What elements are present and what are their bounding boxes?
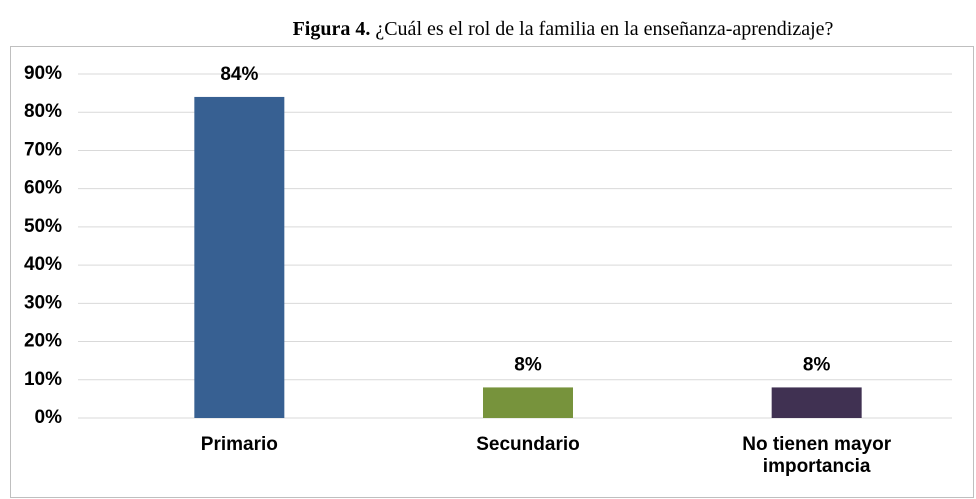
data-label: 8%	[514, 354, 542, 375]
y-tick-label: 80%	[24, 101, 62, 122]
y-tick-label: 50%	[24, 216, 62, 237]
x-tick-label: No tienen mayor importancia	[742, 434, 892, 477]
y-tick-label: 30%	[24, 292, 62, 313]
bar	[483, 387, 573, 418]
bar	[771, 387, 862, 418]
y-tick-label: 90%	[24, 63, 62, 84]
y-tick-label: 0%	[35, 407, 63, 428]
data-label: 84%	[220, 64, 258, 85]
title-text: ¿Cuál es el rol de la familia en la ense…	[375, 18, 834, 40]
data-label: 8%	[803, 354, 831, 375]
y-tick-label: 70%	[24, 139, 62, 160]
chart-frame	[10, 46, 974, 498]
x-tick-label: Primario	[200, 434, 278, 455]
y-tick-label: 40%	[24, 254, 62, 275]
y-tick-label: 10%	[24, 369, 62, 390]
y-tick-label: 20%	[24, 331, 62, 352]
figure-label: Figura 4.	[292, 18, 371, 40]
chart-title: Figura 4. ¿Cuál es el rol de la familia …	[0, 18, 976, 41]
y-tick-label: 60%	[24, 178, 62, 199]
bar	[194, 96, 285, 418]
x-tick-label: Secundario	[476, 434, 580, 455]
